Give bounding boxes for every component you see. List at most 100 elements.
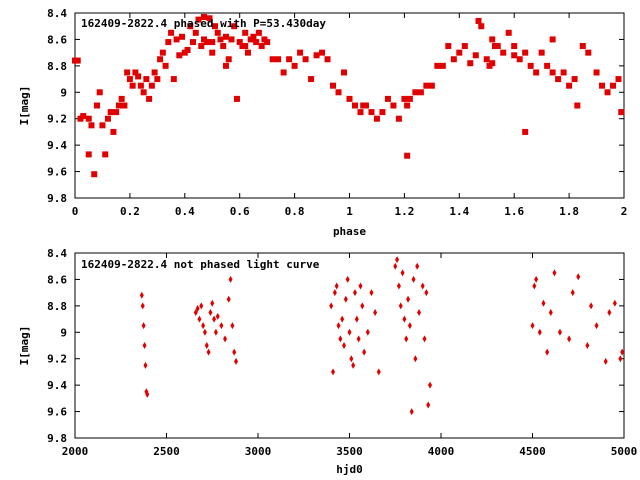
data-point <box>379 109 386 116</box>
data-point <box>340 315 345 323</box>
data-point <box>402 315 407 323</box>
data-point <box>360 302 365 310</box>
data-point <box>148 82 155 89</box>
y-tick-label: 9.2 <box>47 353 67 366</box>
data-point <box>143 76 150 83</box>
data-point <box>142 342 147 349</box>
data-point <box>129 82 136 89</box>
data-point <box>362 348 367 356</box>
data-point <box>610 82 617 89</box>
data-point <box>533 69 540 76</box>
data-point <box>345 275 350 283</box>
data-point <box>368 109 375 116</box>
y-tick-label: 9.8 <box>47 192 67 205</box>
x-tick-label: 2000 <box>62 445 89 458</box>
data-point <box>390 102 397 109</box>
data-point <box>537 328 542 336</box>
data-point <box>258 43 265 50</box>
data-point <box>548 308 553 316</box>
x-tick-label: 0.2 <box>120 205 140 218</box>
data-point <box>228 275 233 283</box>
chart-title: 162409-2822.4 not phased light curve <box>81 258 320 271</box>
data-point <box>234 357 239 365</box>
data-point <box>253 39 260 46</box>
data-point <box>400 269 405 277</box>
data-point <box>154 76 161 83</box>
data-point <box>91 171 98 178</box>
data-point <box>242 29 249 36</box>
data-point <box>139 291 144 299</box>
data-point <box>329 302 334 310</box>
data-point <box>417 89 424 96</box>
data-point <box>250 33 257 40</box>
data-point <box>428 82 435 89</box>
y-tick-label: 8.8 <box>47 60 67 73</box>
data-point <box>376 368 381 376</box>
plot-frame <box>74 252 625 439</box>
data-point <box>505 29 512 36</box>
data-point <box>184 47 191 53</box>
data-point <box>571 76 578 83</box>
data-point <box>226 295 231 303</box>
data-point <box>532 282 537 290</box>
data-point <box>612 299 617 307</box>
data-point <box>211 23 218 30</box>
data-point <box>407 322 412 330</box>
data-point <box>360 102 367 109</box>
data-point <box>349 355 354 363</box>
data-point <box>593 69 600 76</box>
data-point <box>209 49 216 56</box>
data-point <box>426 401 431 409</box>
data-point <box>343 295 348 303</box>
data-point <box>203 39 210 46</box>
data-point <box>220 43 227 50</box>
x-tick-label: 4000 <box>428 445 455 458</box>
data-point <box>341 69 348 76</box>
y-tick-label: 9 <box>60 86 67 99</box>
data-point <box>331 368 336 376</box>
data-point <box>396 282 401 290</box>
data-point <box>342 342 347 349</box>
data-point <box>319 49 326 56</box>
data-point <box>335 89 342 96</box>
x-tick-label: 0 <box>72 205 79 218</box>
data-point <box>140 89 147 96</box>
y-tick-label: 9 <box>60 326 67 339</box>
data-point <box>409 408 414 416</box>
data-point <box>500 49 507 56</box>
x-axis-title: phase <box>333 225 366 238</box>
data-point <box>201 13 208 20</box>
chart-title: 162409-2822.4 phased with P=53.430day <box>81 17 326 30</box>
data-point <box>198 43 205 50</box>
data-point <box>401 95 408 102</box>
data-point <box>231 23 238 30</box>
data-point <box>168 29 175 36</box>
data-point <box>567 335 572 343</box>
data-point <box>618 355 623 363</box>
x-tick-label: 5000 <box>611 445 638 458</box>
x-tick-label: 0.6 <box>230 205 250 218</box>
data-point <box>527 62 534 69</box>
data-point <box>110 128 117 135</box>
data-point <box>428 381 433 389</box>
data-point <box>96 89 103 96</box>
x-tick-label: 2500 <box>153 445 180 458</box>
data-point <box>195 16 202 23</box>
y-tick-label: 9.4 <box>47 379 67 392</box>
data-point <box>483 56 490 63</box>
data-point <box>413 355 418 363</box>
data-point <box>193 308 198 316</box>
data-point <box>395 115 402 122</box>
x-tick-label: 1.4 <box>449 205 469 218</box>
y-tick-label: 9.4 <box>47 139 67 152</box>
data-point <box>118 95 125 102</box>
data-point <box>336 322 341 330</box>
data-point <box>585 49 592 56</box>
data-point <box>450 56 457 63</box>
data-point <box>358 282 363 290</box>
data-point <box>206 348 211 356</box>
data-point <box>157 56 164 63</box>
data-point <box>228 36 235 43</box>
data-point <box>214 29 221 36</box>
data-point <box>334 282 339 290</box>
